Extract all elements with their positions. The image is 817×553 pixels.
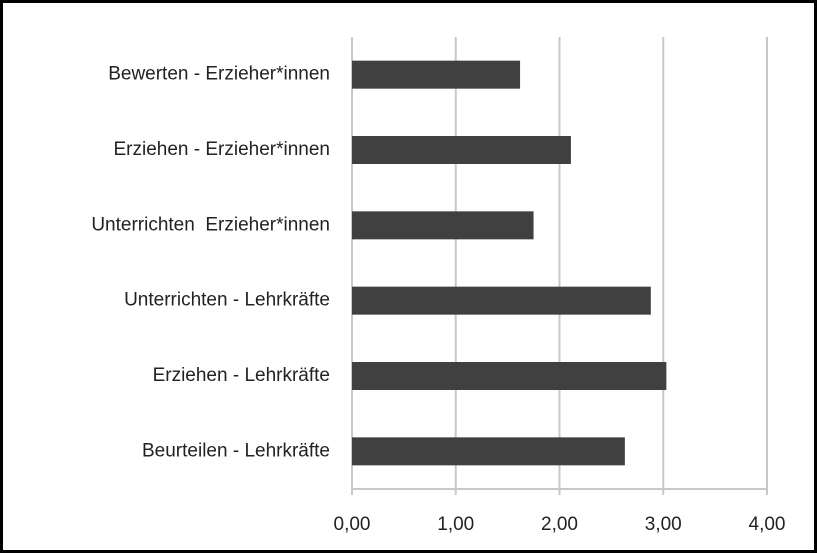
- y-tick-label: Beurteilen - Lehrkräfte: [142, 440, 330, 461]
- bar: [352, 60, 521, 89]
- x-tick-label: 0,00: [334, 514, 371, 535]
- y-tick-label: Erziehen - Lehrkräfte: [153, 365, 330, 386]
- bar: [352, 286, 651, 315]
- bar: [352, 211, 534, 240]
- y-tick-label: Unterrichten Erzieher*innen: [91, 214, 330, 235]
- x-tick-label: 2,00: [541, 514, 578, 535]
- x-tick-label: 1,00: [437, 514, 474, 535]
- y-tick-label: Bewerten - Erzieher*innen: [108, 64, 330, 85]
- bar: [352, 136, 571, 164]
- x-tick-label: 3,00: [645, 514, 682, 535]
- x-tick-label: 4,00: [749, 514, 786, 535]
- y-tick-label: Erziehen - Erzieher*innen: [113, 139, 330, 160]
- bar: [352, 362, 667, 390]
- bar: [352, 437, 625, 466]
- y-tick-label: Unterrichten - Lehrkräfte: [124, 290, 330, 311]
